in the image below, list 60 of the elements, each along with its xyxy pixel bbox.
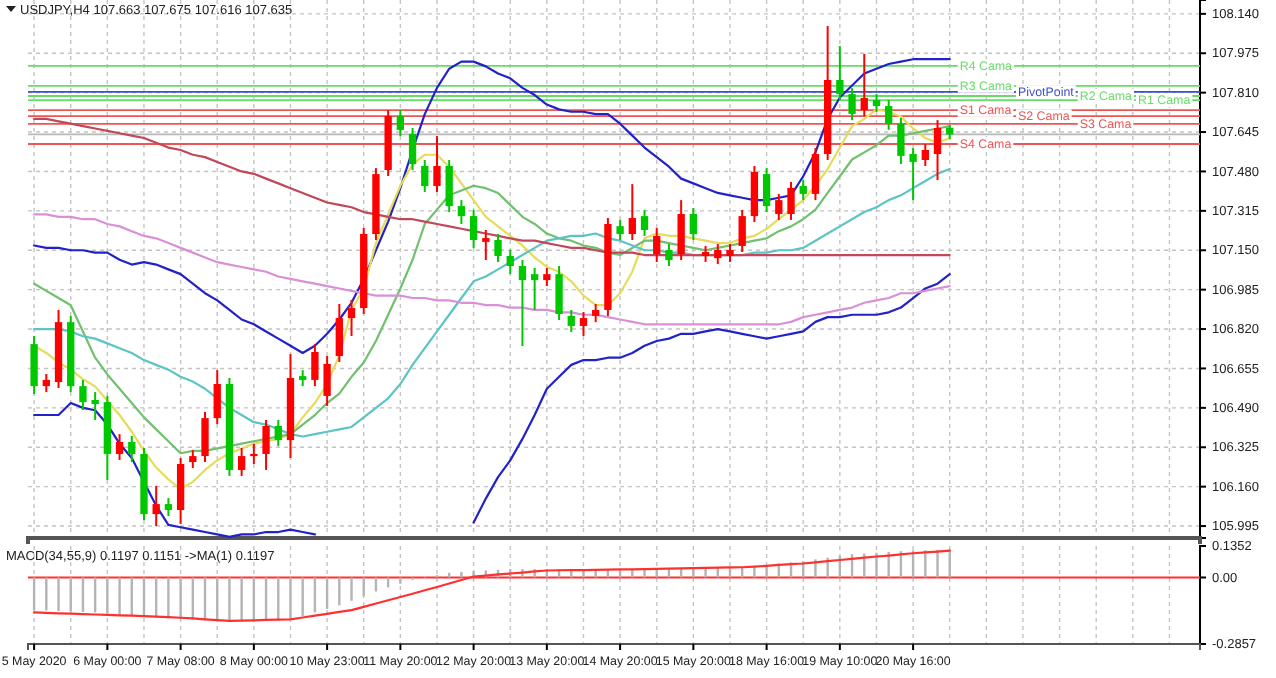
- candlestick: [347, 298, 356, 337]
- candlestick: [799, 179, 807, 202]
- candlestick: [530, 266, 539, 311]
- candlestick: [237, 446, 246, 477]
- candlestick: [469, 208, 478, 250]
- line-series: [33, 58, 951, 355]
- candlestick: [274, 419, 282, 448]
- candlestick: [592, 302, 600, 324]
- candlestick: [543, 266, 551, 288]
- candlestick: [42, 372, 50, 394]
- line-series: [33, 213, 951, 326]
- candlestick: [128, 435, 136, 464]
- candlestick: [494, 233, 502, 263]
- candlestick: [176, 457, 185, 525]
- candlestick: [665, 243, 673, 268]
- candlestick: [909, 147, 917, 202]
- candlestick: [262, 419, 270, 471]
- candlestick: [738, 208, 746, 253]
- candlestick: [396, 109, 405, 138]
- candlestick: [311, 343, 319, 388]
- candlestick: [933, 119, 942, 182]
- candlestick: [677, 199, 685, 262]
- candlestick: [408, 126, 417, 172]
- candlestick: [115, 433, 124, 461]
- candlestick: [811, 147, 820, 202]
- candlestick: [579, 311, 588, 337]
- candlestick: [152, 484, 160, 528]
- candlestick: [860, 52, 868, 118]
- candlestick: [640, 208, 649, 237]
- candlestick: [91, 391, 99, 422]
- candlestick: [445, 158, 453, 214]
- candlestick: [628, 183, 636, 241]
- candlestick: [775, 192, 783, 221]
- candlestick: [750, 164, 759, 224]
- candlestick: [506, 249, 514, 276]
- candlestick: [79, 378, 87, 412]
- candlestick: [482, 228, 490, 262]
- candlestick: [457, 199, 466, 225]
- candlestick: [433, 135, 441, 193]
- candlestick: [653, 227, 661, 263]
- candlestick: [616, 218, 624, 241]
- candlestick: [555, 265, 563, 321]
- candlestick: [518, 259, 527, 348]
- candlestick: [421, 158, 429, 193]
- candlestick: [714, 243, 722, 266]
- candlestick: [30, 334, 38, 396]
- candlestick: [250, 442, 258, 465]
- candlestick: [848, 87, 856, 122]
- candlestick: [885, 99, 893, 131]
- candlestick: [689, 206, 698, 241]
- candlestick: [921, 142, 929, 167]
- candlestick: [762, 167, 771, 214]
- candlestick: [567, 308, 575, 333]
- candlestick: [787, 180, 795, 221]
- candlestick: [323, 355, 331, 407]
- candlestick: [201, 410, 209, 464]
- candlestick: [335, 302, 343, 364]
- candlestick: [213, 369, 221, 426]
- candlestick: [836, 45, 844, 102]
- candlestick: [897, 116, 905, 166]
